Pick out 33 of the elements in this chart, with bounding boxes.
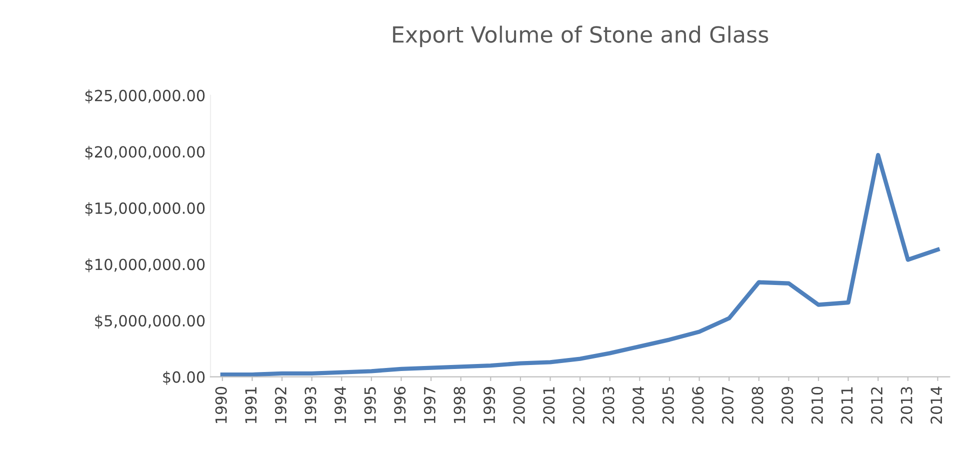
x-tick-label: 1990 [215,386,227,424]
line-series [220,152,940,377]
x-tick-label: 1992 [274,387,286,424]
x-tick-label: 1996 [394,386,406,424]
x-tick-label: 2014 [930,386,942,424]
x-tick-label: 2010 [811,386,823,424]
x-tick-label: 2004 [632,386,644,424]
y-tick-label: $20,000,000.00 [85,146,205,160]
x-tick-label: 1998 [454,386,466,424]
chart-title: Export Volume of Stone and Glass [393,26,768,48]
x-tick-label: 2013 [900,387,912,424]
x-tick-label: 2009 [782,386,794,424]
x-tick-label: 1997 [424,387,436,424]
y-tick-label: $5,000,000.00 [95,314,205,329]
x-tick-label: 2000 [513,386,525,424]
x-tick-label: 2003 [602,387,614,424]
x-tick-label: 1999 [484,386,496,424]
x-tick-label: 2012 [870,387,883,424]
y-tick-label: $15,000,000.00 [85,202,205,216]
x-tick-label: 2005 [662,387,674,424]
y-tick-label: $10,000,000.00 [85,258,205,272]
y-tick-label: $25,000,000.00 [85,90,205,104]
x-tick-label: 1991 [245,387,257,424]
x-tick-label: 2011 [841,387,853,424]
x-tick-label: 2007 [722,387,734,424]
x-tick-label: 1994 [334,386,346,424]
x-tick-label: 2008 [752,386,764,424]
x-tick-label: 2002 [572,387,584,424]
y-tick-label: $0.00 [163,371,205,385]
x-tick-label: 1993 [304,387,316,424]
x-tick-label: 2006 [692,386,704,424]
x-tick-label: 2001 [543,387,555,424]
x-tick-label: 1995 [364,387,376,424]
